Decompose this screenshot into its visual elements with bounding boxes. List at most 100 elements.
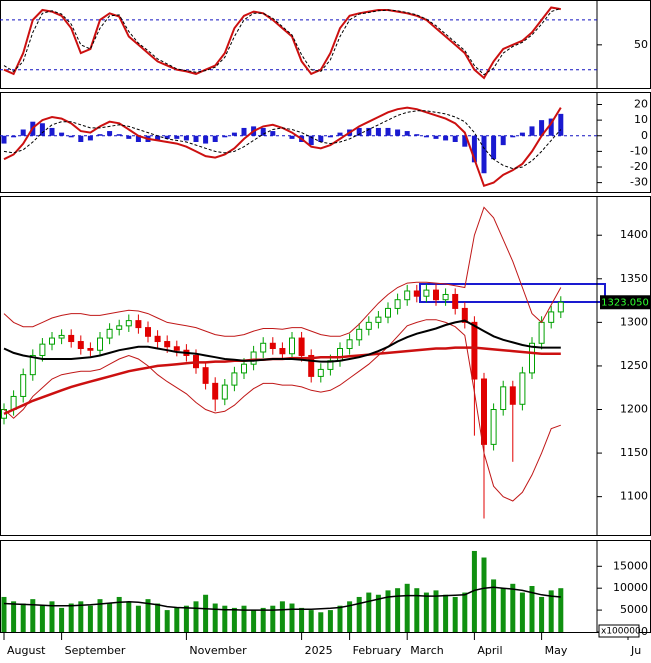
candle-body <box>87 348 94 351</box>
bar <box>318 135 324 142</box>
candle-body <box>490 409 497 445</box>
bar <box>510 135 516 138</box>
bar <box>20 603 26 632</box>
x-tick-label: August <box>7 644 46 657</box>
candle-body <box>58 334 65 339</box>
unit-box <box>598 624 640 638</box>
candle-body <box>519 372 526 405</box>
bar <box>87 605 93 632</box>
x-tick-label: September <box>65 644 126 657</box>
bar <box>289 603 295 632</box>
bar <box>510 583 516 632</box>
candle-body <box>20 374 27 397</box>
bar <box>135 605 141 632</box>
candle-body <box>173 346 180 351</box>
candle-body <box>423 289 430 297</box>
bar <box>174 135 180 139</box>
bar <box>395 588 401 632</box>
bar <box>318 612 324 632</box>
candle-body <box>145 327 151 337</box>
candle-body <box>356 328 363 341</box>
candle-body <box>365 321 372 330</box>
bar <box>68 603 74 632</box>
candle-body <box>77 341 84 350</box>
bar <box>11 601 17 632</box>
candle-body <box>346 339 353 350</box>
series-line <box>3 206 562 337</box>
series-line <box>3 6 561 80</box>
bar <box>500 135 506 146</box>
bar <box>404 583 410 632</box>
bar <box>231 132 237 136</box>
bar <box>462 135 468 147</box>
y-tick-label: 1250 <box>620 359 648 372</box>
bar <box>107 603 113 632</box>
bar <box>20 129 26 136</box>
candle-body <box>241 363 247 374</box>
candle-body <box>308 354 315 377</box>
bar <box>260 127 266 136</box>
bar <box>126 601 132 632</box>
y-tick-label: 15000 <box>613 559 648 572</box>
bar <box>193 601 199 632</box>
y-tick-label: 0 <box>641 129 648 142</box>
candle-body <box>413 290 420 297</box>
candle-body <box>500 386 507 411</box>
bar <box>481 135 487 174</box>
bar <box>164 135 170 139</box>
bar <box>49 601 55 632</box>
bar <box>327 610 333 632</box>
y-tick-label: -30 <box>630 176 648 189</box>
candle-body <box>231 372 238 386</box>
bar <box>366 592 372 632</box>
bar <box>366 127 372 136</box>
candle-body <box>433 289 439 301</box>
bar <box>356 127 362 136</box>
x-tick-label: 2025 <box>305 644 333 657</box>
bar <box>87 135 93 141</box>
bar <box>11 135 17 138</box>
series-line <box>3 319 561 502</box>
y-tick-label: 20 <box>634 98 648 111</box>
bar <box>414 134 420 136</box>
bar <box>126 135 132 139</box>
candle-body <box>212 382 219 400</box>
bar <box>375 594 381 632</box>
bar <box>97 599 103 632</box>
candle-body <box>116 325 123 330</box>
candle-body <box>125 320 132 327</box>
candle-body <box>135 320 142 329</box>
bar <box>183 605 189 632</box>
candle-body <box>39 343 46 356</box>
last-price-box <box>600 295 651 310</box>
candle-body <box>548 311 555 323</box>
bar <box>433 135 439 139</box>
bar <box>500 588 506 632</box>
x-tick-label: Ju <box>630 644 641 657</box>
y-tick-label: 5000 <box>620 603 648 616</box>
candle-body <box>442 293 449 301</box>
candle-body <box>461 307 468 323</box>
candle-body <box>97 337 103 351</box>
bar <box>462 592 468 632</box>
series-line <box>3 110 562 170</box>
candle-body <box>106 328 113 339</box>
candle-body <box>29 354 36 376</box>
bar <box>308 610 314 632</box>
bar <box>59 607 65 632</box>
unit-label: x100000 <box>601 627 641 637</box>
x-tick-label: April <box>477 644 502 657</box>
y-tick-label: 1150 <box>620 446 648 459</box>
bar <box>183 135 189 141</box>
bar <box>519 132 525 136</box>
bar <box>212 135 218 142</box>
bar <box>145 599 151 632</box>
bar <box>289 135 295 139</box>
bar <box>414 588 420 632</box>
bar <box>558 588 564 632</box>
bar <box>203 594 209 632</box>
bar <box>443 135 449 141</box>
candle-body <box>202 367 209 384</box>
y-tick-label: 1100 <box>620 490 648 503</box>
